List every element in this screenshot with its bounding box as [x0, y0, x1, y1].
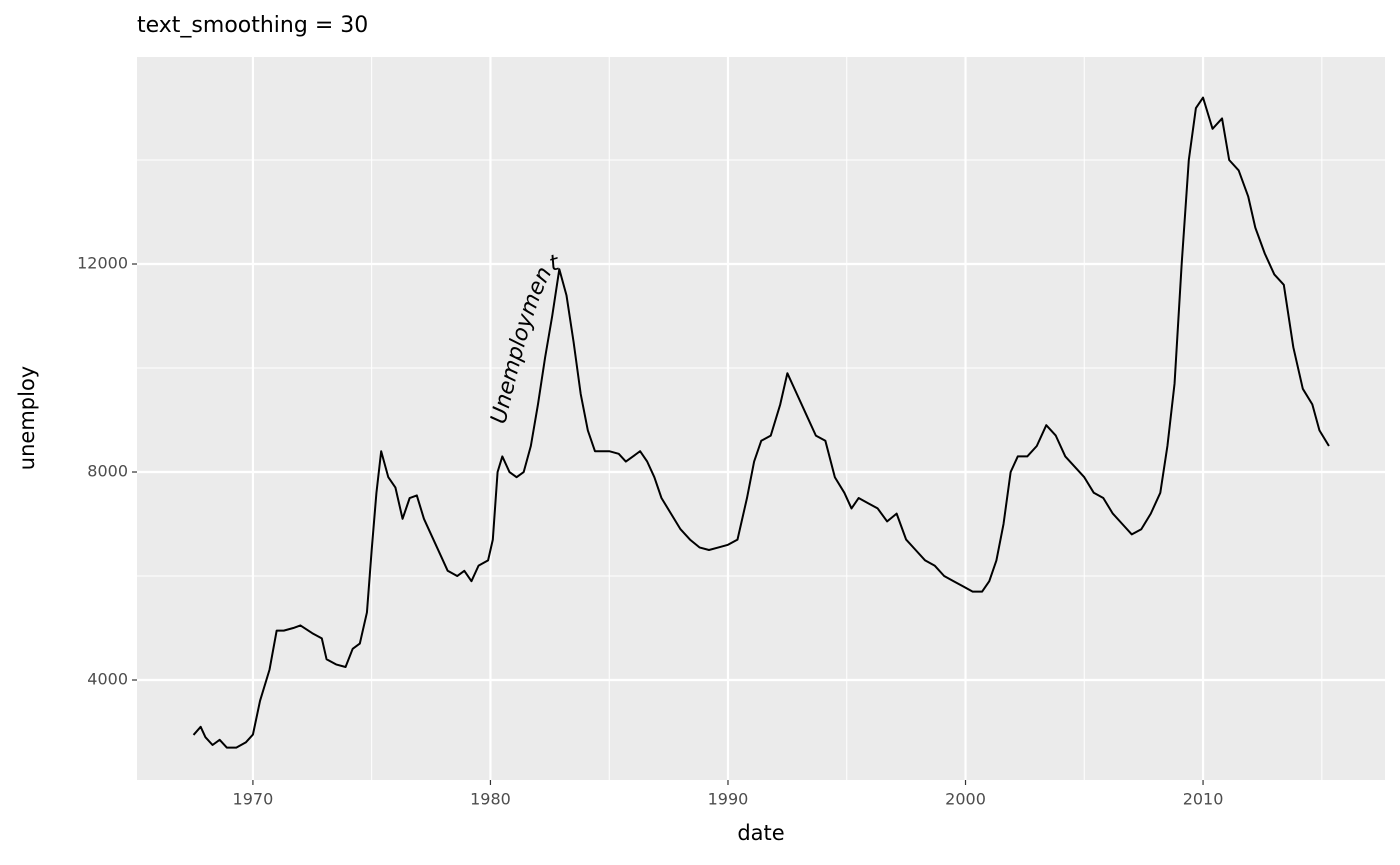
y-tick-label: 12000: [77, 254, 128, 273]
x-axis-title: date: [737, 821, 784, 845]
x-tick-label: 2010: [1183, 790, 1224, 809]
x-tick-label: 1980: [470, 790, 511, 809]
y-axis-title: unemploy: [15, 366, 39, 470]
x-tick-label: 2000: [945, 790, 986, 809]
chart-title: text_smoothing = 30: [137, 13, 368, 38]
panel: [137, 57, 1385, 780]
y-tick-label: 8000: [87, 462, 128, 481]
x-tick-label: 1990: [708, 790, 749, 809]
x-tick-label: 1970: [233, 790, 274, 809]
data-line: [192, 96, 1330, 749]
y-tick-label: 4000: [87, 670, 128, 689]
